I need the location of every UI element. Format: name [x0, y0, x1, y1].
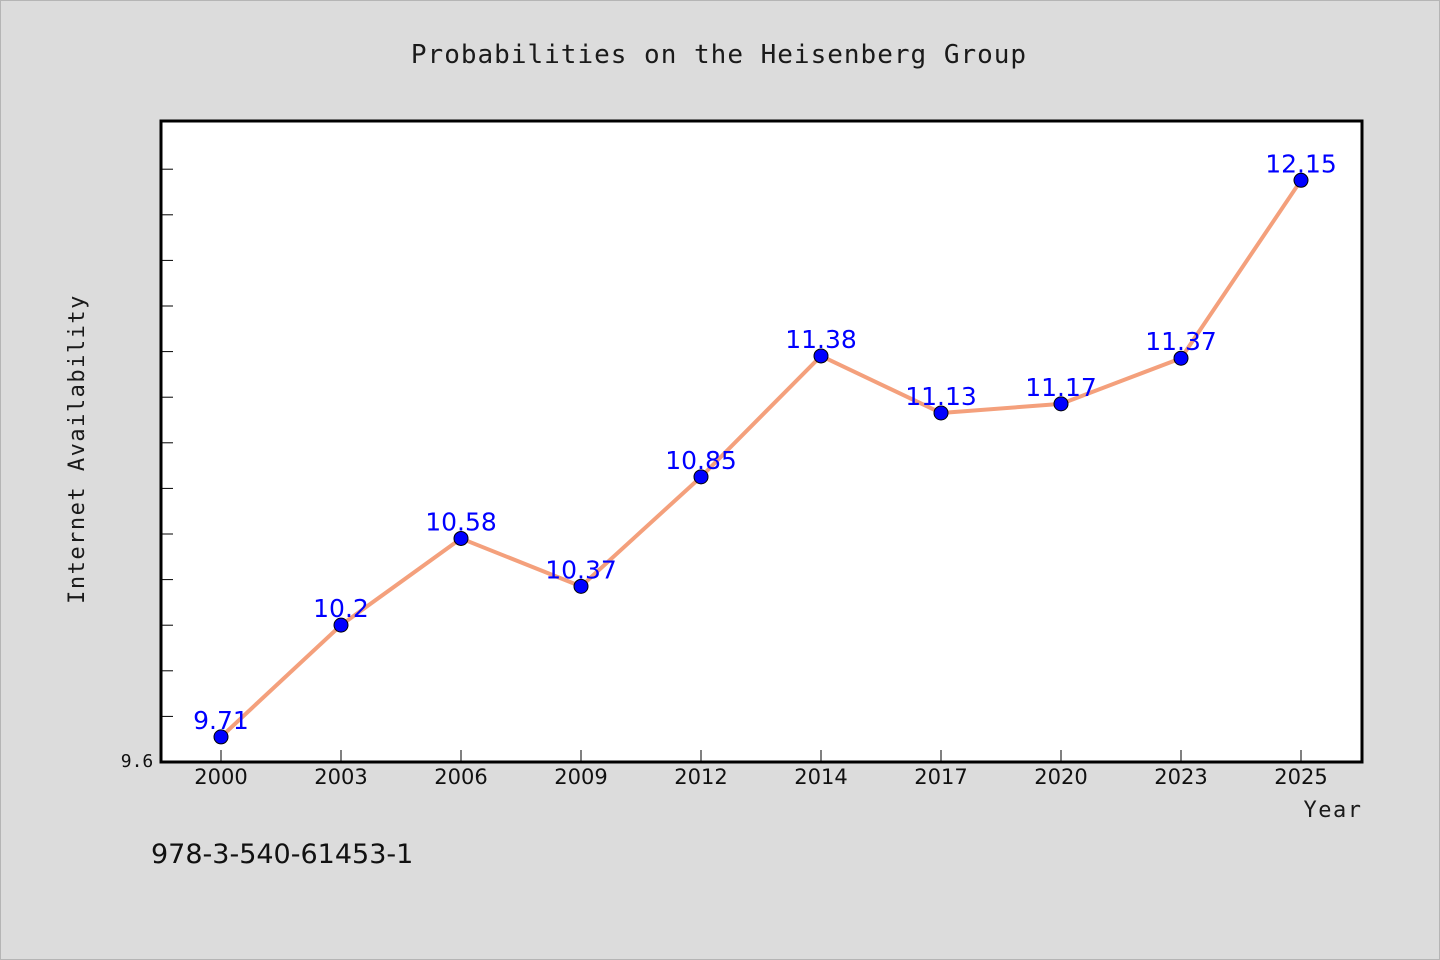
plot-area [159, 119, 1364, 764]
data-label: 11.37 [1145, 327, 1217, 356]
data-label: 12.15 [1265, 149, 1337, 178]
x-tick-label: 2025 [1274, 765, 1327, 789]
data-markers [213, 172, 1309, 745]
x-axis-ticks: 2000 2003 2006 2009 2012 2014 2017 2020 2023 2025 [194, 750, 1328, 789]
data-point [213, 729, 229, 745]
x-tick-label: 2009 [554, 765, 607, 789]
data-label: 10.58 [425, 507, 497, 536]
data-point [1293, 172, 1309, 188]
x-tick-label: 2003 [314, 765, 367, 789]
x-tick-label: 2017 [914, 765, 967, 789]
data-point [813, 348, 829, 364]
data-point [573, 578, 589, 594]
data-label: 11.13 [905, 382, 977, 411]
data-point [453, 530, 469, 546]
x-axis-label: Year [1304, 798, 1363, 823]
x-tick-label: 2020 [1034, 765, 1087, 789]
isbn-text: 978-3-540-61453-1 [151, 839, 413, 870]
chart-title: Probabilities on the Heisenberg Group [411, 40, 1027, 70]
data-point [1173, 350, 1189, 366]
data-label: 9.71 [193, 706, 249, 735]
series-line [219, 179, 1303, 739]
data-labels: 9.71 10.2 10.58 10.37 10.85 11.38 11.13 11.17 11… [193, 149, 1337, 735]
x-tick-label: 2012 [674, 765, 727, 789]
data-label: 10.2 [313, 594, 369, 623]
data-point [693, 469, 709, 485]
data-label: 10.37 [545, 555, 617, 584]
y-tick-label: 9.6 [121, 751, 154, 772]
x-tick-label: 2000 [194, 765, 247, 789]
x-tick-label: 2006 [434, 765, 487, 789]
data-point [933, 405, 949, 421]
data-label: 11.17 [1025, 373, 1097, 402]
data-point [1053, 396, 1069, 412]
x-tick-label: 2014 [794, 765, 847, 789]
y-axis-label: Internet Availability [65, 294, 90, 604]
data-label: 10.85 [665, 446, 737, 475]
data-point [333, 617, 349, 633]
x-tick-label: 2023 [1154, 765, 1207, 789]
y-axis-ticks [161, 168, 173, 763]
data-label: 11.38 [785, 325, 857, 354]
